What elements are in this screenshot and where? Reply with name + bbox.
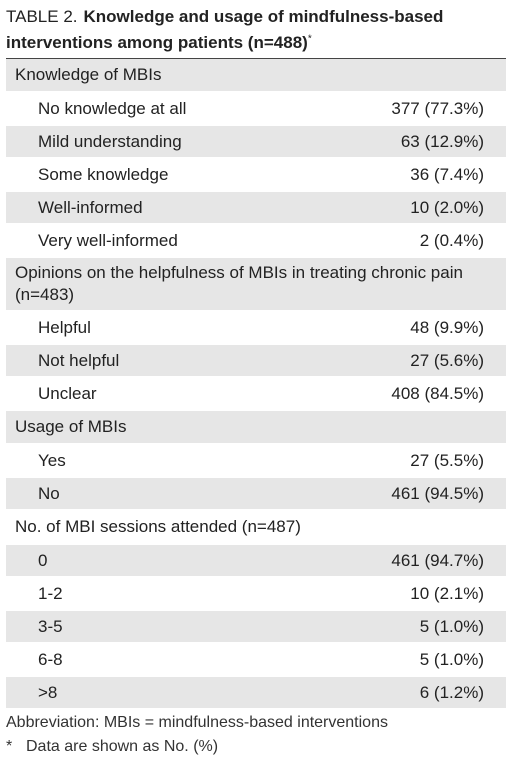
row-label: Helpful — [6, 311, 312, 345]
row-value: 10 (2.1%) — [311, 577, 506, 611]
section-heading: Knowledge of MBIs — [6, 58, 506, 93]
row-label: Yes — [6, 444, 312, 478]
row-label: Well-informed — [6, 191, 312, 225]
row-value: 461 (94.5%) — [311, 477, 506, 511]
note-marker: * — [6, 738, 13, 755]
row-value: 27 (5.6%) — [311, 344, 506, 378]
row-value: 48 (9.9%) — [311, 311, 506, 345]
row-label: Unclear — [6, 377, 312, 411]
note: * Data are shown as No. (%) — [6, 735, 388, 759]
data-row: 1-2 10 (2.1%) — [6, 577, 506, 611]
data-row: Not helpful 27 (5.6%) — [6, 344, 506, 378]
title-marker: * — [307, 33, 312, 45]
row-label: No knowledge at all — [6, 92, 312, 126]
section-row: Usage of MBIs — [6, 410, 506, 445]
section-row: Opinions on the helpfulness of MBIs in t… — [6, 257, 506, 312]
note-text: Data are shown as No. (%) — [26, 738, 219, 755]
row-label: Very well-informed — [6, 224, 312, 258]
row-label: Not helpful — [6, 344, 312, 378]
footnotes: Abbreviation: MBIs = mindfulness-based i… — [6, 711, 388, 759]
data-row: 3-5 5 (1.0%) — [6, 610, 506, 644]
row-value: 5 (1.0%) — [311, 643, 506, 677]
row-value: 63 (12.9%) — [311, 125, 506, 159]
data-row: Well-informed 10 (2.0%) — [6, 191, 506, 225]
row-value: 377 (77.3%) — [311, 92, 506, 126]
row-label: Some knowledge — [6, 158, 312, 192]
row-value: 27 (5.5%) — [311, 444, 506, 478]
data-row: Unclear 408 (84.5%) — [6, 377, 506, 411]
section-row: Knowledge of MBIs — [6, 58, 506, 93]
table: Knowledge of MBIs No knowledge at all 377 … — [6, 58, 506, 710]
row-value: 36 (7.4%) — [311, 158, 506, 192]
row-value: 6 (1.2%) — [311, 676, 506, 710]
row-value: 5 (1.0%) — [311, 610, 506, 644]
row-label: 0 — [6, 544, 312, 578]
data-row: >8 6 (1.2%) — [6, 676, 506, 710]
row-value: 2 (0.4%) — [311, 224, 506, 258]
section-heading: Opinions on the helpfulness of MBIs in t… — [6, 257, 506, 312]
row-label: 1-2 — [6, 577, 312, 611]
row-label: >8 — [6, 676, 312, 710]
data-row: No 461 (94.5%) — [6, 477, 506, 511]
row-value: 408 (84.5%) — [311, 377, 506, 411]
row-label: Mild understanding — [6, 125, 312, 159]
row-value: 10 (2.0%) — [311, 191, 506, 225]
row-label: No — [6, 477, 312, 511]
row-label: 3-5 — [6, 610, 312, 644]
section-heading: Usage of MBIs — [6, 410, 506, 445]
table-title: TABLE 2. Knowledge and usage of mindfulne… — [6, 4, 506, 56]
section-row: No. of MBI sessions attended (n=487) — [6, 510, 506, 545]
data-row: Some knowledge 36 (7.4%) — [6, 158, 506, 192]
table-body: Knowledge of MBIs No knowledge at all 377 … — [6, 58, 506, 710]
data-row: 6-8 5 (1.0%) — [6, 643, 506, 677]
data-row: Mild understanding 63 (12.9%) — [6, 125, 506, 159]
data-row: 0 461 (94.7%) — [6, 544, 506, 578]
data-row: No knowledge at all 377 (77.3%) — [6, 92, 506, 126]
title-text: Knowledge and usage of mindfulness-based… — [6, 7, 444, 52]
data-row: Helpful 48 (9.9%) — [6, 311, 506, 345]
data-row: Very well-informed 2 (0.4%) — [6, 224, 506, 258]
row-label: 6-8 — [6, 643, 312, 677]
data-row: Yes 27 (5.5%) — [6, 444, 506, 478]
abbreviation: Abbreviation: MBIs = mindfulness-based i… — [6, 714, 388, 731]
row-value: 461 (94.7%) — [311, 544, 506, 578]
section-heading: No. of MBI sessions attended (n=487) — [6, 510, 506, 545]
table-label: TABLE 2. — [6, 7, 78, 26]
